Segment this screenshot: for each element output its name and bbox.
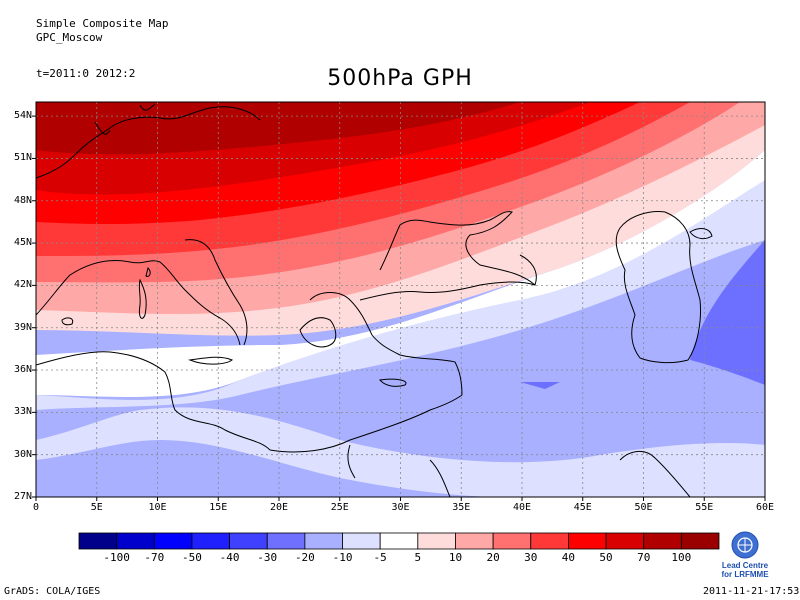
lon-tick-label: 50E: [634, 502, 653, 513]
colorbar-label: 10: [448, 551, 463, 564]
axis-ticks: [32, 115, 766, 501]
colorbar-label: 5: [414, 551, 422, 564]
colorbar-swatch: [379, 532, 419, 550]
lon-tick-label: 10E: [148, 502, 167, 513]
coast-balearic: [61, 317, 74, 326]
fill-minus-20-spot: [520, 382, 560, 389]
coast-italy-west: [36, 260, 241, 346]
fill-zero-band: [36, 150, 765, 397]
colorbar-swatch: [266, 532, 306, 550]
lat-lon-grid: [36, 102, 765, 497]
colorbar-label: 100: [671, 551, 692, 564]
coast-cyprus: [379, 378, 407, 387]
colorbar-label: -40: [219, 551, 240, 564]
colorbar-swatch: [417, 532, 456, 550]
lon-tick-label: 20E: [269, 502, 289, 513]
lat-tick-label: 51N: [13, 152, 32, 164]
lon-tick-label: 35E: [452, 502, 471, 513]
coast-aral: [689, 228, 713, 240]
lat-tick-label: 36N: [13, 364, 32, 376]
lon-tick-label: 15E: [209, 502, 228, 513]
colorbar-label: -10: [332, 551, 353, 564]
colorbar-swatch: [191, 532, 230, 550]
colorbar: [78, 532, 720, 550]
lon-tick-label: 0: [32, 502, 40, 513]
lat-tick-label: 45N: [13, 237, 32, 249]
coast-caspian: [615, 211, 701, 364]
timestamp: 2011-11-21-17:53: [703, 586, 800, 597]
source-label: GPC_Moscow: [36, 31, 103, 44]
coast-corsica: [145, 267, 151, 277]
colorbar-label: -30: [257, 551, 278, 564]
coast-egypt-libya: [269, 394, 463, 453]
coast-turkey-levant: [371, 334, 463, 396]
colorbar-label: -20: [294, 551, 315, 564]
colorbar-label: 40: [561, 551, 576, 564]
colorbar-swatch: [643, 532, 682, 550]
colorbar-swatch: [229, 532, 268, 550]
colorbar-swatch: [492, 532, 532, 550]
colorbar-swatch: [568, 532, 607, 550]
colorbar-swatch: [455, 532, 494, 550]
coastlines: [36, 103, 713, 497]
lon-tick-label: 5E: [90, 502, 103, 513]
wmo-logo-icon: [731, 531, 759, 559]
coast-sardinia: [138, 278, 147, 319]
lat-tick-label: 42N: [13, 279, 32, 291]
lon-tick-label: 30E: [391, 502, 410, 513]
lon-tick-label: 40E: [512, 502, 532, 513]
lat-tick-label: 48N: [13, 194, 32, 206]
colorbar-label: -5: [373, 551, 387, 564]
colorbar-label: 70: [637, 551, 651, 564]
colorbar-label: -50: [182, 551, 202, 564]
lat-tick-label: 33N: [13, 406, 32, 418]
colorbar-swatch: [304, 532, 343, 550]
colorbar-swatch: [78, 532, 118, 550]
lat-tick-label: 39N: [13, 321, 32, 333]
coast-red-sea: [347, 444, 451, 497]
colorbar-swatch: [605, 532, 645, 550]
lat-tick-label: 54N: [13, 110, 32, 122]
lat-tick-label: 27N: [13, 491, 32, 502]
lon-tick-label: 55E: [695, 502, 714, 513]
colorbar-label: -70: [144, 551, 165, 564]
fill-minus-5-band: [36, 178, 765, 410]
coast-fragments-north: [94, 103, 156, 135]
logo-line1: Lead Centre: [721, 561, 769, 570]
colorbar-label: 50: [599, 551, 613, 564]
page-title: 500hPa GPH: [327, 66, 473, 91]
lon-tick-label: 25E: [330, 502, 349, 513]
coast-black-sea: [379, 211, 537, 286]
lon-tick-label: 45E: [573, 502, 592, 513]
colorbar-label: 30: [524, 551, 538, 564]
colorbar-label: -100: [103, 551, 130, 564]
fill-minus-10-south: [36, 440, 500, 497]
colorbar-swatch: [342, 532, 381, 550]
lon-tick-label: 60E: [755, 502, 775, 513]
fill-70-to-100: [36, 102, 520, 155]
lat-tick-label: 30N: [13, 448, 32, 460]
time-label: t=2011:0 2012:2: [36, 67, 136, 80]
logo-line2: for LRFMME: [721, 570, 769, 579]
fill-minus-20-east: [690, 240, 765, 385]
grads-credit: GrADS: COLA/IGES: [4, 586, 101, 597]
colorbar-swatch: [153, 532, 193, 550]
coast-adriatic: [184, 239, 248, 346]
colorbar-label: 20: [486, 551, 500, 564]
coast-turkey-north: [359, 281, 536, 301]
coast-greece: [299, 292, 373, 348]
coast-persian-gulf: [619, 451, 691, 497]
colorbar-swatch: [116, 532, 155, 550]
map-type-label: Simple Composite Map: [36, 17, 169, 30]
colorbar-swatch: [530, 532, 569, 550]
coast-north-africa: [36, 351, 271, 451]
coast-sicily: [188, 356, 234, 365]
coast-europe-north: [36, 106, 261, 179]
colorbar-swatch: [680, 532, 720, 550]
